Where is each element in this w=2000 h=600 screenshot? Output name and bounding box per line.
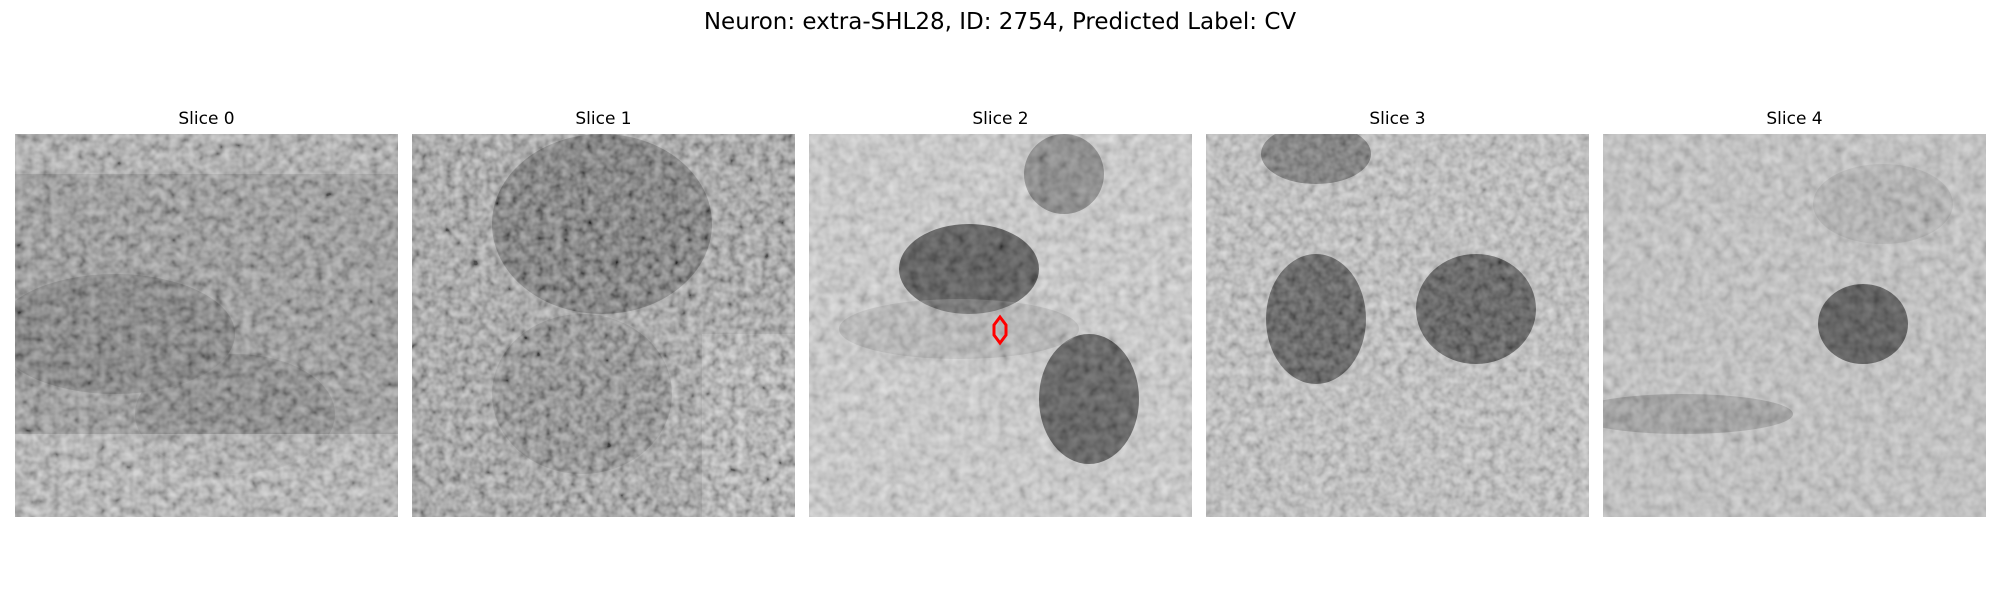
slice-panel-1: Slice 1 (412, 108, 795, 517)
slice-image-0 (15, 134, 398, 517)
slice-panel-4: Slice 4 (1603, 108, 1986, 517)
slice-title-2: Slice 2 (972, 109, 1029, 129)
slice-title-4: Slice 4 (1766, 109, 1823, 129)
slice-panel-0: Slice 0 (15, 108, 398, 517)
slice-image-4 (1603, 134, 1986, 517)
slice-image-3 (1206, 134, 1589, 517)
slice-image-1 (412, 134, 795, 517)
slice-title-1: Slice 1 (575, 109, 632, 129)
slice-panel-2: Slice 2 (809, 108, 1192, 517)
slice-image-2 (809, 134, 1192, 517)
figure-title: Neuron: extra-SHL28, ID: 2754, Predicted… (703, 9, 1297, 35)
slice-title-3: Slice 3 (1369, 109, 1426, 129)
target-marker (992, 314, 1008, 346)
slice-title-0: Slice 0 (178, 109, 235, 129)
slice-panel-3: Slice 3 (1206, 108, 1589, 517)
